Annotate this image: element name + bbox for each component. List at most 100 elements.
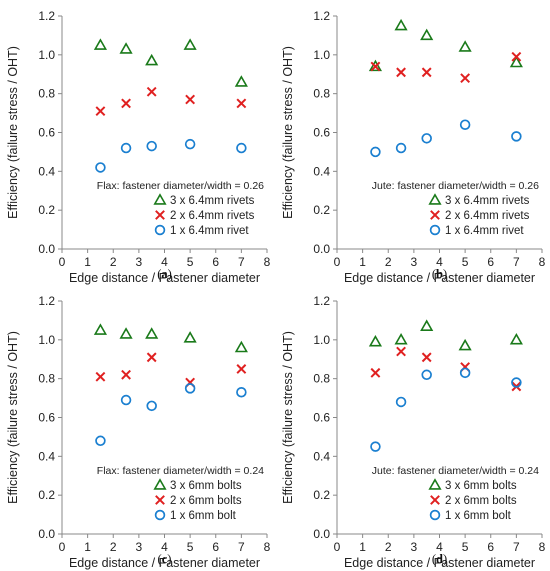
data-point-shape bbox=[511, 131, 522, 142]
x-tick-label: 5 bbox=[187, 540, 194, 554]
data-point bbox=[145, 327, 159, 339]
legend-marker bbox=[154, 509, 166, 521]
data-point bbox=[421, 352, 432, 363]
legend-marker-shape bbox=[429, 509, 441, 521]
data-point-shape bbox=[459, 367, 471, 379]
data-point-shape bbox=[119, 327, 133, 339]
y-tick-label: 1.0 bbox=[313, 333, 330, 347]
data-point-shape bbox=[368, 334, 383, 347]
x-tick-label: 1 bbox=[84, 540, 91, 554]
chart-svg-c: 0 1 2 3 4 5 6 7 8 0.0 0.2 0.4 0.6 0.8 1.0 1.2 Edge dista… bbox=[6, 294, 271, 570]
data-point-shape bbox=[458, 40, 472, 52]
data-point bbox=[458, 40, 472, 52]
data-point-stroke2 bbox=[511, 51, 522, 62]
data-point-stroke2 bbox=[396, 67, 406, 78]
x-axis-label: Edge distance / Fastener diameter bbox=[344, 556, 535, 570]
y-tick-label: 0.0 bbox=[313, 527, 330, 541]
x-tick-label: 0 bbox=[334, 255, 341, 269]
data-point-shape bbox=[395, 142, 407, 154]
x-tick-label: 2 bbox=[110, 255, 117, 269]
x-tick-label: 7 bbox=[238, 540, 245, 554]
y-tick-label: 0.8 bbox=[38, 87, 55, 101]
data-point-stroke2 bbox=[121, 98, 131, 109]
data-point bbox=[93, 38, 108, 50]
data-point bbox=[120, 142, 132, 154]
y-tick-label: 0.0 bbox=[38, 527, 55, 541]
data-point-shape bbox=[370, 146, 381, 158]
legend-label: 1 x 6mm bolt bbox=[170, 510, 237, 522]
data-point-shape bbox=[509, 333, 523, 345]
data-point bbox=[370, 146, 381, 158]
data-point bbox=[120, 394, 132, 406]
x-tick-label: 7 bbox=[513, 540, 520, 554]
legend-label: 3 x 6.4mm rivets bbox=[445, 195, 530, 207]
data-point bbox=[421, 133, 432, 144]
data-point bbox=[184, 138, 196, 150]
x-tick-label: 4 bbox=[161, 255, 168, 269]
data-point bbox=[511, 377, 522, 388]
data-point bbox=[234, 75, 248, 87]
data-point-shape bbox=[368, 59, 383, 72]
data-point-shape bbox=[421, 133, 432, 144]
data-point-shape bbox=[421, 369, 432, 381]
data-point-stroke2 bbox=[236, 364, 247, 374]
legend-marker bbox=[153, 478, 167, 490]
legend-label: 1 x 6.4mm rivet bbox=[445, 225, 524, 237]
panel-label: (b) bbox=[432, 267, 447, 281]
x-tick-label: 8 bbox=[264, 255, 271, 269]
legend-label: 1 x 6.4mm rivet bbox=[170, 225, 249, 237]
legend-marker bbox=[155, 210, 165, 220]
data-point bbox=[370, 61, 381, 72]
y-tick-label: 1.0 bbox=[38, 48, 55, 62]
data-point bbox=[421, 369, 432, 381]
data-point bbox=[370, 367, 381, 378]
y-tick-label: 0.2 bbox=[313, 203, 330, 217]
chart-svg-b: 0 1 2 3 4 5 6 7 8 0.0 0.2 0.4 0.6 0.8 1.0 1.2 Edge dista… bbox=[281, 9, 546, 285]
x-tick-label: 5 bbox=[462, 255, 469, 269]
y-tick-label: 0.8 bbox=[313, 87, 330, 101]
legend-label: 2 x 6.4mm rivets bbox=[445, 210, 530, 222]
legend-label: 2 x 6.4mm rivets bbox=[170, 210, 255, 222]
data-point-shape bbox=[119, 42, 133, 54]
data-point-stroke2 bbox=[396, 346, 406, 357]
y-tick-label: 0.4 bbox=[313, 164, 330, 178]
data-point bbox=[509, 333, 523, 345]
x-tick-label: 2 bbox=[385, 255, 392, 269]
x-tick-label: 4 bbox=[436, 255, 443, 269]
x-tick-label: 7 bbox=[238, 255, 245, 269]
data-point bbox=[459, 367, 471, 379]
chart-panel-b: 0 1 2 3 4 5 6 7 8 0.0 0.2 0.4 0.6 0.8 1.0 1.2 Edge dista… bbox=[275, 0, 550, 285]
y-tick-label: 0.6 bbox=[38, 126, 55, 140]
data-point-shape bbox=[120, 142, 132, 154]
y-tick-label: 0.0 bbox=[38, 242, 55, 256]
legend-marker bbox=[430, 495, 440, 505]
data-point-shape bbox=[184, 383, 196, 394]
panel-label: (a) bbox=[157, 267, 172, 281]
data-point-stroke2 bbox=[95, 106, 106, 117]
legend-marker-stroke2 bbox=[155, 210, 165, 220]
legend-marker-stroke2 bbox=[430, 495, 440, 505]
data-point-shape bbox=[93, 323, 108, 335]
y-tick-label: 0.2 bbox=[38, 203, 55, 217]
x-tick-label: 6 bbox=[212, 540, 219, 554]
data-point-shape bbox=[236, 387, 247, 398]
x-tick-label: 1 bbox=[359, 540, 366, 554]
legend-marker bbox=[429, 509, 441, 521]
data-point bbox=[183, 331, 197, 343]
x-tick-label: 4 bbox=[436, 540, 443, 554]
data-point-shape bbox=[511, 377, 522, 388]
data-point-shape bbox=[93, 38, 108, 50]
legend-marker-stroke2 bbox=[430, 210, 440, 220]
legend-label: 2 x 6mm bolts bbox=[445, 495, 517, 507]
y-tick-label: 0.2 bbox=[313, 488, 330, 502]
data-point bbox=[145, 53, 159, 66]
legend-marker-stroke2 bbox=[155, 495, 165, 505]
x-tick-label: 8 bbox=[539, 540, 546, 554]
legend-marker-shape bbox=[154, 509, 166, 521]
data-point-stroke2 bbox=[460, 73, 471, 84]
data-point-shape bbox=[236, 142, 247, 154]
chart-svg-a: 0 1 2 3 4 5 6 7 8 0.0 0.2 0.4 0.6 0.8 1.0 1.2 Edge dista… bbox=[6, 9, 271, 285]
data-point-shape bbox=[145, 327, 159, 339]
y-tick-label: 0.6 bbox=[313, 411, 330, 425]
legend-marker bbox=[155, 495, 165, 505]
